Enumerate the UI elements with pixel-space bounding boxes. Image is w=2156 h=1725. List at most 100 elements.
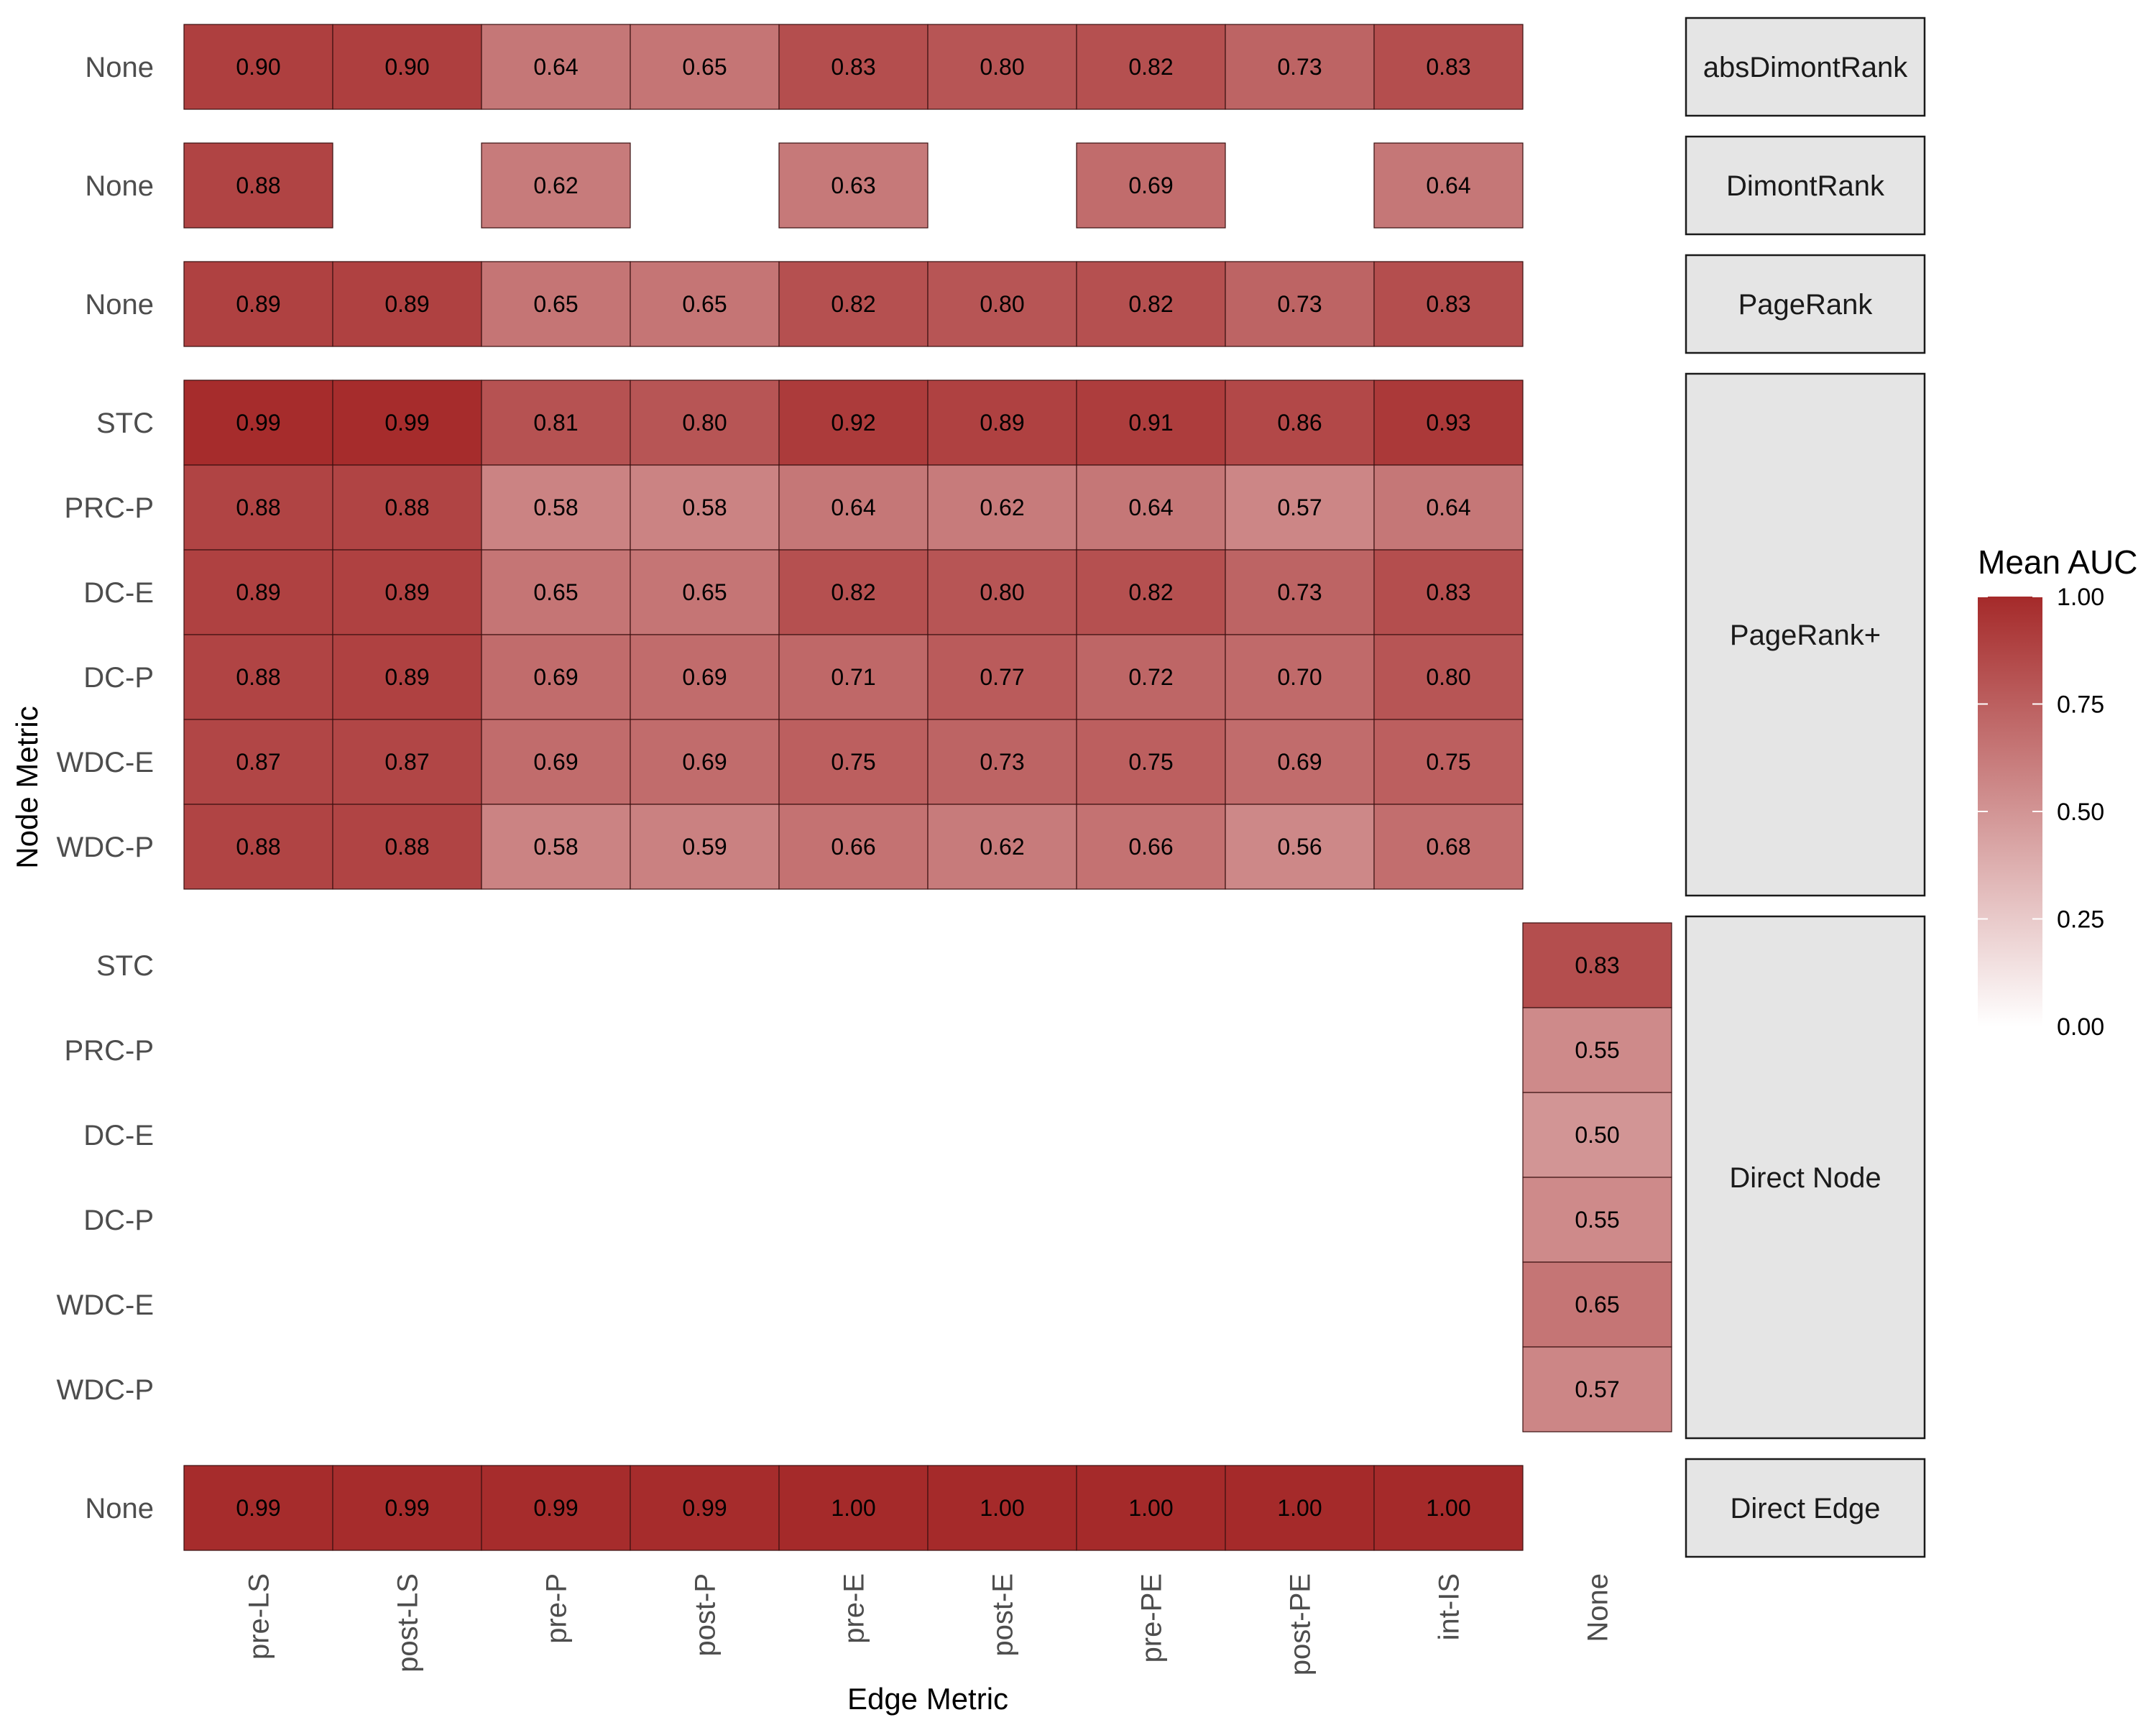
facet-strips: absDimontRank DimontRank PageRank PageRank+… <box>1685 17 1926 1558</box>
heatmap-cell <box>481 804 631 890</box>
y-tick-label: PRC-P <box>65 1035 154 1067</box>
y-tick-label: WDC-P <box>56 1374 154 1406</box>
heatmap-cell <box>927 804 1077 890</box>
cell-value-label: 0.69 <box>1128 172 1173 198</box>
facet-strip-label: Direct Node <box>1729 1162 1881 1194</box>
cell-value-label: 0.58 <box>533 494 578 520</box>
heatmap-cell <box>183 261 333 347</box>
cell-value-label: 0.83 <box>831 54 875 80</box>
heatmap-cell <box>778 804 929 890</box>
cell-value-label: 1.00 <box>1426 1495 1470 1521</box>
cell-value-label: 0.72 <box>1128 664 1173 690</box>
cell-value-label: 0.80 <box>980 291 1024 317</box>
facet-strip-label: DimontRank <box>1726 170 1885 202</box>
cell-value-label: 0.65 <box>682 54 727 80</box>
heatmap-cell <box>1373 549 1524 635</box>
y-tick-label: None <box>85 170 154 202</box>
cell-value-label: 0.69 <box>533 749 578 775</box>
heatmap-cell <box>778 464 929 551</box>
heatmap-cell <box>332 719 482 805</box>
cell-value-label: 0.64 <box>533 54 578 80</box>
cell-value-label: 0.56 <box>1277 834 1322 860</box>
cell-value-label: 0.80 <box>980 579 1024 605</box>
cell-value-label: 0.62 <box>980 494 1024 520</box>
cell-value-label: 0.71 <box>831 664 875 690</box>
cell-value-label: 0.65 <box>682 579 727 605</box>
y-tick-label: DC-E <box>83 1120 154 1151</box>
cell-value-label: 0.69 <box>1277 749 1322 775</box>
cell-value-label: 0.90 <box>384 54 429 80</box>
x-axis-title: Edge Metric <box>847 1682 1008 1716</box>
heatmap-cell <box>481 719 631 805</box>
cell-value-label: 0.89 <box>384 291 429 317</box>
facet-strip <box>1685 254 1926 354</box>
heatmap-cell <box>332 804 482 890</box>
legend-tick-label: 1.00 <box>2057 584 2104 611</box>
cell-value-label: 0.91 <box>1128 410 1173 436</box>
facet-strip-label: absDimontRank <box>1703 52 1909 83</box>
cell-value-label: 0.81 <box>533 410 578 436</box>
cell-value-label: 0.65 <box>1575 1292 1619 1317</box>
y-tick-label: STC <box>96 950 154 982</box>
cell-value-label: 0.80 <box>980 54 1024 80</box>
y-axis-title: Node Metric <box>10 706 44 868</box>
legend-tick-label: 0.50 <box>2057 799 2104 826</box>
heatmap-cell <box>1373 634 1524 720</box>
y-tick-label: WDC-P <box>56 832 154 863</box>
cell-value-label: 0.92 <box>831 410 875 436</box>
facet-strip <box>1685 915 1926 1440</box>
cell-value-label: 0.83 <box>1426 54 1470 80</box>
cell-value-label: 0.86 <box>1277 410 1322 436</box>
heatmap-cell <box>1373 804 1524 890</box>
facet-strip <box>1685 17 1926 117</box>
legend-title: Mean AUC <box>1978 543 2137 581</box>
legend-tick-label: 0.75 <box>2057 691 2104 719</box>
heatmap-cell <box>927 1465 1077 1551</box>
heatmap-cell <box>183 1465 333 1551</box>
cell-value-label: 0.59 <box>682 834 727 860</box>
cell-value-label: 0.88 <box>236 664 280 690</box>
cell-value-label: 0.50 <box>1575 1122 1619 1148</box>
y-tick-label: STC <box>96 408 154 439</box>
heatmap-cell <box>778 261 929 347</box>
heatmap-cell <box>332 549 482 635</box>
x-tick-label: post-PE <box>1285 1573 1317 1675</box>
y-tick-label: DC-P <box>83 662 154 694</box>
cell-value-label: 0.99 <box>236 410 280 436</box>
heatmap-cell <box>927 464 1077 551</box>
cell-value-label: 0.65 <box>533 291 578 317</box>
cell-value-label: 0.99 <box>236 1495 280 1521</box>
heatmap-cell <box>183 24 333 110</box>
cell-value-label: 0.66 <box>831 834 875 860</box>
heatmap-cell <box>1225 261 1375 347</box>
cell-value-label: 0.82 <box>1128 579 1173 605</box>
y-tick-label: PRC-P <box>65 492 154 524</box>
heatmap-cell <box>1076 464 1226 551</box>
facet-strip-label: PageRank+ <box>1730 620 1881 651</box>
cell-value-label: 1.00 <box>1128 1495 1173 1521</box>
heatmap-cell <box>332 24 482 110</box>
heatmap-cell <box>927 24 1077 110</box>
heatmap-cell <box>630 1465 780 1551</box>
heatmap-cell <box>778 380 929 466</box>
cell-value-label: 0.88 <box>236 834 280 860</box>
cell-value-label: 0.99 <box>533 1495 578 1521</box>
x-tick-label: pre-P <box>541 1573 573 1644</box>
heatmap-cell <box>332 1465 482 1551</box>
cell-value-label: 0.80 <box>682 410 727 436</box>
heatmap-cell <box>183 634 333 720</box>
heatmap-cell <box>1076 24 1226 110</box>
cell-value-label: 0.82 <box>1128 54 1173 80</box>
heatmap-cell <box>1076 261 1226 347</box>
heatmap-cell <box>183 142 333 229</box>
facet-strip <box>1685 135 1926 236</box>
cell-value-label: 0.99 <box>682 1495 727 1521</box>
cell-value-label: 0.82 <box>1128 291 1173 317</box>
heatmap-cell <box>1225 804 1375 890</box>
cell-value-label: 0.88 <box>384 834 429 860</box>
heatmap-cell <box>1076 142 1226 229</box>
cell-value-label: 0.88 <box>384 494 429 520</box>
cell-value-label: 0.99 <box>384 410 429 436</box>
heatmap-cell <box>1225 24 1375 110</box>
x-tick-label: int-IS <box>1434 1573 1465 1640</box>
